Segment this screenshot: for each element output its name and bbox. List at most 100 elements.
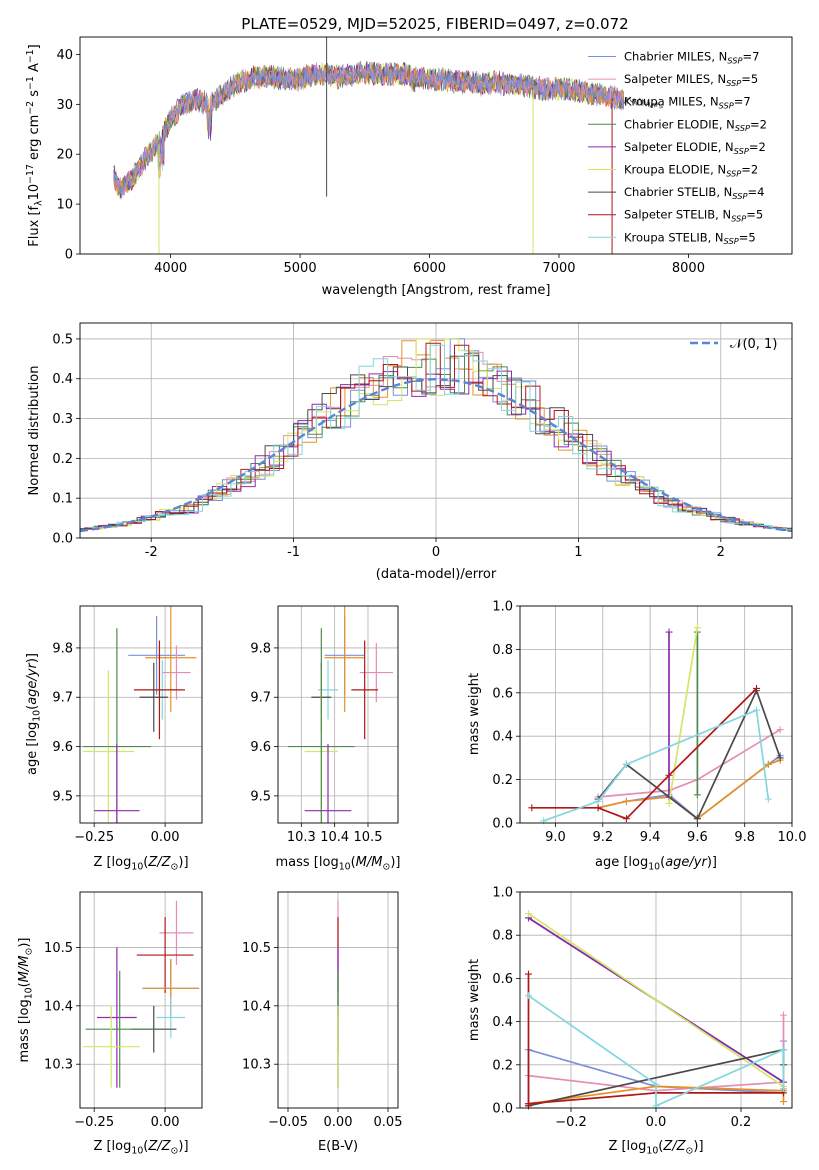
y-tick-label: 0.6 (492, 972, 513, 987)
weight-series-line (668, 627, 699, 804)
y-tick-label: 0.2 (492, 1058, 513, 1073)
spectrum-series-line (113, 60, 624, 198)
x-axis-label: wavelength [Angstrom, rest frame] (322, 283, 551, 298)
axes-spectrum: PLATE=0529, MJD=52025, FIBERID=0497, z=0… (25, 15, 793, 298)
legend-entry: Kroupa ELODIE, NSSP=2 (624, 163, 758, 179)
plot-area (80, 338, 792, 533)
y-tick-label: 0.8 (492, 929, 513, 944)
legend-entry: Kroupa MILES, NSSP=7 (624, 95, 751, 111)
x-tick-label: 9.8 (734, 830, 755, 845)
y-tick-label: 0.4 (492, 730, 513, 745)
x-tick-label: 9.2 (592, 830, 613, 845)
y-axis-label: Flux [fλ10−17 erg cm−2 s−1 A−1] (25, 44, 44, 246)
x-tick-label: 0.00 (151, 1115, 180, 1130)
data-point-marker (693, 791, 701, 799)
x-tick-label: 5000 (284, 261, 317, 276)
legend-entry: Chabrier ELODIE, NSSP=2 (624, 117, 767, 133)
x-tick-label: 10.0 (778, 830, 807, 845)
y-tick-label: 0.8 (492, 643, 513, 658)
legend-entry: Chabrier MILES, NSSP=7 (624, 50, 759, 66)
x-tick-label: −0.05 (268, 1115, 308, 1130)
x-tick-label: 0 (432, 545, 440, 560)
x-axis-label: Z [log10(Z/Z⊙)] (93, 1139, 188, 1156)
y-tick-label: 0.4 (492, 1015, 513, 1030)
axes-frame (79, 36, 793, 255)
data-point-marker (525, 992, 532, 1000)
y-tick-label: 9.7 (52, 691, 73, 706)
y-tick-label: 0 (65, 248, 73, 263)
x-tick-label: −0.25 (74, 1115, 114, 1130)
x-tick-label: 6000 (413, 261, 446, 276)
data-point-marker (753, 684, 761, 692)
data-point-marker (652, 1080, 660, 1088)
data-point-marker (528, 804, 536, 812)
plot-area (113, 37, 663, 254)
legend: Chabrier MILES, NSSP=7 Salpeter MILES, NS… (588, 50, 767, 246)
legend-entry: Salpeter ELODIE, NSSP=2 (624, 140, 766, 156)
axes-weight-vs-z: −0.2 0.0 0.2 0.0 0.2 0.4 0.6 0.8 1.0 Z [log10(Z/Z… (467, 886, 793, 1156)
weight-series-line (543, 708, 770, 822)
data-point-marker (665, 799, 673, 807)
plot-area (525, 910, 787, 1110)
x-tick-label: -1 (287, 545, 300, 560)
y-axis-label: Normed distribution (27, 366, 42, 496)
y-tick-label: 10.5 (242, 941, 271, 956)
plot-area (82, 606, 197, 823)
data-point-marker (776, 726, 784, 734)
y-tick-label: 10.3 (44, 1058, 73, 1073)
data-point-marker (693, 624, 701, 632)
x-axis-label: age [log10(age/yr)] (595, 855, 717, 872)
data-point-marker (780, 1085, 787, 1093)
data-point-marker (665, 628, 673, 636)
y-tick-label: 30 (56, 98, 73, 113)
x-tick-label: 9.0 (545, 830, 566, 845)
y-tick-label: 9.5 (52, 789, 73, 804)
x-tick-label: 1 (574, 545, 582, 560)
y-tick-label: 1.0 (492, 886, 513, 901)
histogram-step (88, 344, 792, 531)
x-tick-label: 10.3 (287, 830, 316, 845)
legend-entry: Chabrier STELIB, NSSP=4 (624, 185, 764, 201)
x-tick-label: 0.00 (151, 830, 180, 845)
x-tick-label: −0.2 (555, 1115, 587, 1130)
weight-series-line (597, 759, 781, 820)
y-tick-label: 0.4 (52, 372, 73, 387)
y-tick-label: 0.0 (492, 1102, 513, 1117)
x-axis-label: (data-model)/error (376, 567, 497, 582)
data-point-marker (780, 1098, 787, 1106)
x-tick-label: 4000 (154, 261, 187, 276)
x-tick-label: -2 (145, 545, 158, 560)
y-tick-label: 0.0 (492, 817, 513, 832)
axes-age-vs-z: −0.25 0.00 9.5 9.6 9.7 9.8 Z [log10(Z/Z⊙)] age … (25, 605, 203, 872)
y-tick-label: 0.3 (52, 412, 73, 427)
weight-series-line (598, 728, 781, 798)
axes-frame (79, 605, 203, 824)
y-tick-label: 0.6 (492, 686, 513, 701)
data-point-marker (525, 970, 532, 978)
x-tick-label: 7000 (542, 261, 575, 276)
y-tick-label: 9.7 (250, 691, 271, 706)
y-axis-label: mass [log10(M/M⊙)] (17, 938, 34, 1063)
x-tick-label: 0.0 (646, 1115, 667, 1130)
y-axis-label: age [log10(age/yr)] (25, 653, 42, 775)
y-tick-label: 10.5 (44, 941, 73, 956)
data-point-marker (665, 771, 673, 779)
histogram-step (80, 355, 792, 530)
legend-entry: Salpeter MILES, NSSP=5 (624, 72, 758, 88)
axes-frame (519, 605, 793, 824)
legend-entry: Kroupa STELIB, NSSP=5 (624, 230, 756, 246)
x-tick-label: −0.25 (74, 830, 114, 845)
x-tick-label: 0.05 (374, 1115, 403, 1130)
data-point-marker (622, 797, 630, 805)
plot-area (288, 606, 393, 823)
y-tick-label: 9.5 (250, 789, 271, 804)
legend-entry: Salpeter STELIB, NSSP=5 (624, 208, 763, 224)
y-tick-label: 9.6 (250, 740, 271, 755)
y-tick-label: 10.3 (242, 1058, 271, 1073)
data-point-marker (753, 706, 761, 714)
data-point-marker (525, 910, 532, 918)
legend-entry: 𝒩(0, 1) (730, 337, 777, 352)
data-point-marker (622, 760, 630, 768)
plot-area (82, 900, 200, 1088)
spectrum-series-line (623, 96, 663, 109)
